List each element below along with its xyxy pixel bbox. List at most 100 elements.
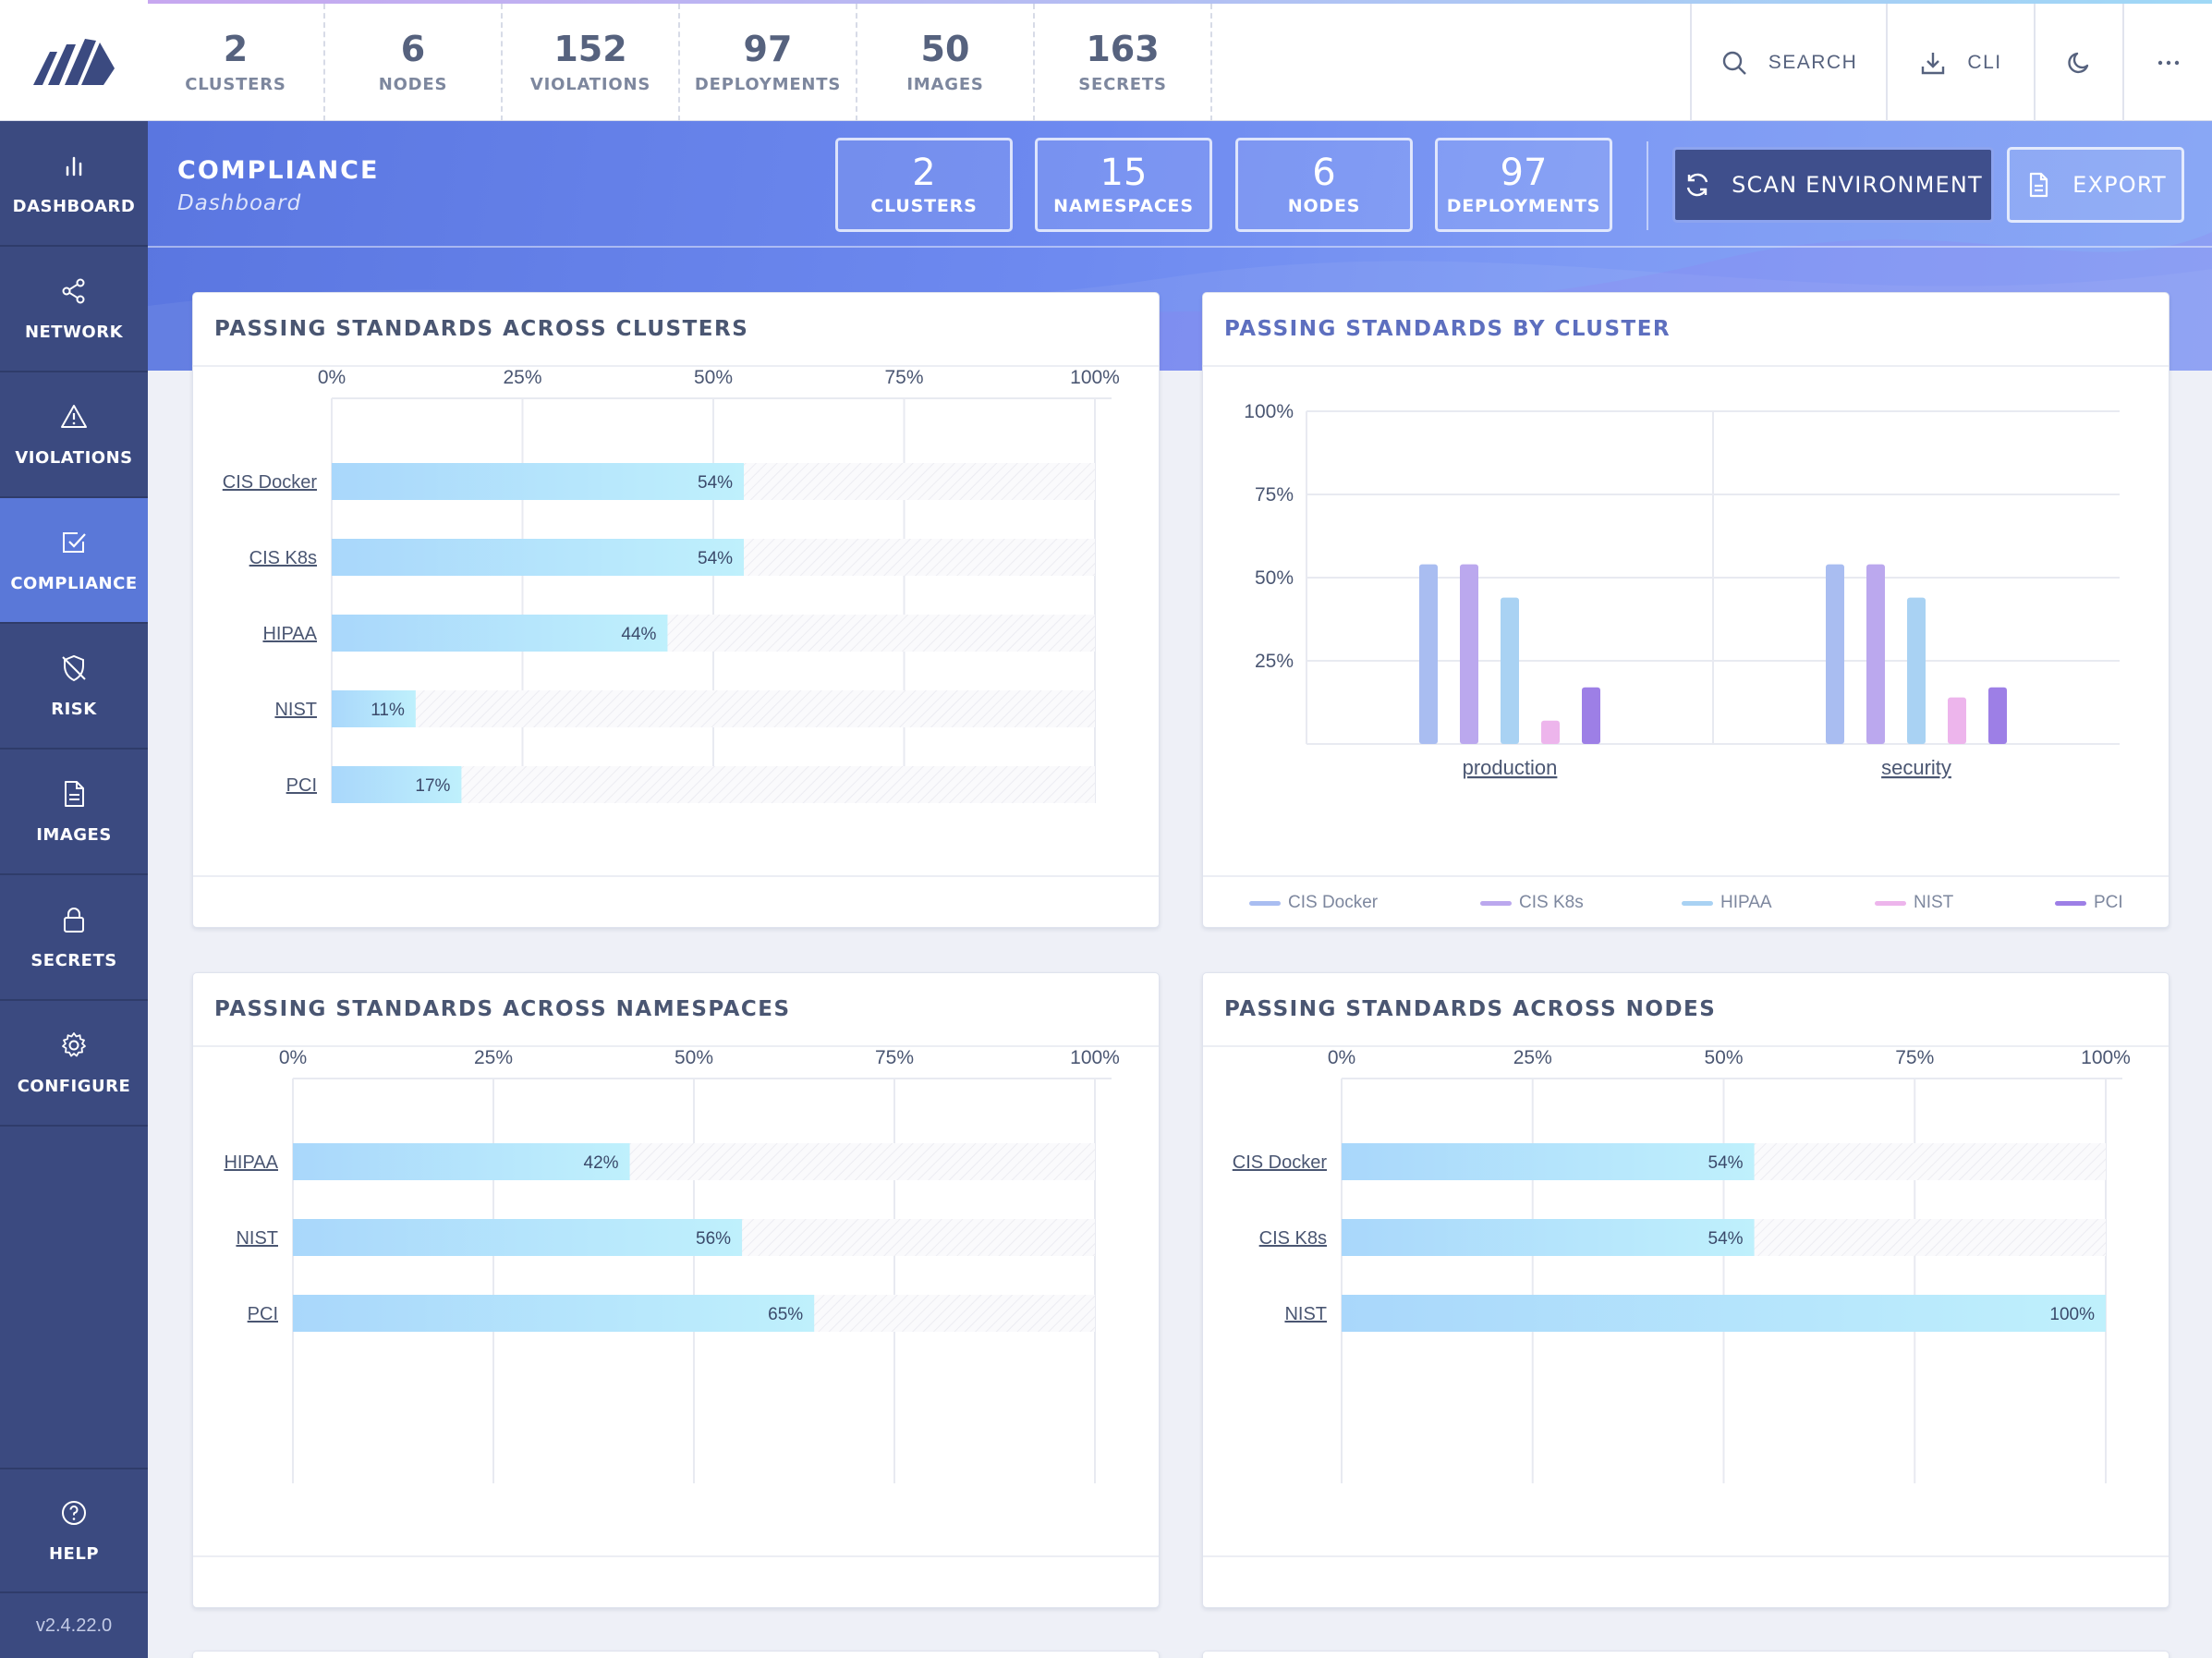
bar-track bbox=[332, 690, 1095, 727]
card-title: PASSING STANDARDS ACROSS CLUSTERS bbox=[193, 293, 1159, 367]
cli-label: CLI bbox=[1967, 51, 2002, 73]
more-options-button[interactable] bbox=[2122, 4, 2212, 121]
header-tile-namespaces[interactable]: 15 NAMESPACES bbox=[1035, 138, 1212, 232]
card-footer bbox=[193, 1555, 1159, 1607]
legend-item-pci[interactable]: PCI bbox=[2055, 877, 2123, 929]
summary-count: 2 bbox=[223, 29, 249, 70]
bar bbox=[1460, 564, 1478, 744]
nodes-bar-chart: 0% 25% 50% 75% 100% 54% CIS Docker 54% CIS K8s 10… bbox=[1233, 1047, 2131, 1483]
summary-label: SECRETS bbox=[1078, 74, 1167, 94]
header-divider bbox=[148, 246, 2212, 248]
search-button[interactable]: SEARCH bbox=[1690, 4, 1886, 121]
summary-label: CLUSTERS bbox=[185, 74, 286, 94]
legend-label: PCI bbox=[2094, 893, 2123, 912]
summary-count: 152 bbox=[553, 29, 627, 70]
sidebar-item-images[interactable]: IMAGES bbox=[0, 750, 148, 875]
x-tick-label: 100% bbox=[1070, 367, 1120, 388]
bar bbox=[1826, 564, 1844, 744]
category-label: PCI bbox=[248, 1304, 278, 1324]
sidebar-item-risk[interactable]: RISK bbox=[0, 624, 148, 750]
chart-legend: CIS Docker CIS K8s HIPAA NIST PCI bbox=[1203, 875, 2169, 927]
chart-card-by-cluster: PASSING STANDARDS BY CLUSTER 100% 75% 50% 2… bbox=[1202, 292, 2169, 928]
bar-value-label: 54% bbox=[1708, 1153, 1744, 1173]
help-label: HELP bbox=[48, 1543, 100, 1564]
summary-nodes[interactable]: 6 NODES bbox=[325, 4, 503, 121]
summary-secrets[interactable]: 163 SECRETS bbox=[1035, 4, 1212, 121]
bar bbox=[1419, 564, 1438, 744]
theme-toggle-button[interactable] bbox=[2034, 4, 2122, 121]
gear-icon bbox=[62, 1031, 86, 1056]
legend-label: HIPAA bbox=[1720, 893, 1772, 912]
x-tick-label: 75% bbox=[875, 1047, 914, 1068]
logo[interactable] bbox=[0, 0, 148, 121]
header-tile-nodes[interactable]: 6 NODES bbox=[1235, 138, 1413, 232]
sidebar-item-compliance[interactable]: COMPLIANCE bbox=[0, 498, 148, 624]
bar-value-label: 11% bbox=[371, 701, 405, 720]
bar bbox=[1501, 597, 1519, 744]
bar bbox=[332, 690, 416, 727]
legend-swatch bbox=[1682, 900, 1713, 906]
top-accent-bar bbox=[148, 0, 2212, 4]
x-tick-label: 25% bbox=[503, 367, 541, 388]
summary-deployments[interactable]: 97 DEPLOYMENTS bbox=[680, 4, 857, 121]
export-label: EXPORT bbox=[2072, 172, 2167, 198]
bar bbox=[1342, 1295, 2106, 1332]
y-tick-label: 75% bbox=[1255, 484, 1294, 506]
legend-item-cis-docker[interactable]: CIS Docker bbox=[1249, 877, 1378, 929]
summary-violations[interactable]: 152 VIOLATIONS bbox=[503, 4, 680, 121]
tile-label: DEPLOYMENTS bbox=[1446, 196, 1601, 216]
header-tile-clusters[interactable]: 2 CLUSTERS bbox=[835, 138, 1013, 232]
bar bbox=[332, 463, 745, 500]
x-tick-label: 50% bbox=[694, 367, 733, 388]
sidebar-item-configure[interactable]: CONFIGURE bbox=[0, 1001, 148, 1127]
shield-off-icon bbox=[62, 654, 86, 681]
card-footer bbox=[1203, 1555, 2169, 1607]
top-navigation: 2 CLUSTERS 6 NODES 152 VIOLATIONS 97 DEP… bbox=[148, 0, 2212, 121]
category-label: PCI bbox=[286, 775, 317, 796]
header-tile-deployments[interactable]: 97 DEPLOYMENTS bbox=[1435, 138, 1612, 232]
category-label: HIPAA bbox=[224, 1152, 278, 1173]
summary-clusters[interactable]: 2 CLUSTERS bbox=[148, 4, 325, 121]
share-nodes-icon bbox=[62, 278, 85, 303]
sidebar-item-violations[interactable]: VIOLATIONS bbox=[0, 372, 148, 498]
card-title: PASSING STANDARDS ACROSS NAMESPACES bbox=[193, 973, 1159, 1047]
card-title: PASSING STANDARDS BY CLUSTER bbox=[1203, 293, 2169, 367]
warning-triangle-icon bbox=[61, 404, 87, 428]
category-label: production bbox=[1463, 756, 1558, 779]
x-tick-label: 0% bbox=[279, 1047, 307, 1068]
category-label: CIS Docker bbox=[223, 472, 318, 493]
sidebar-item-label: NETWORK bbox=[24, 322, 124, 342]
by-cluster-bar-chart: 100% 75% 50% 25% production security bbox=[1244, 401, 2120, 779]
legend-item-hipaa[interactable]: HIPAA bbox=[1682, 877, 1772, 929]
legend-swatch bbox=[1249, 900, 1281, 906]
check-square-icon bbox=[63, 531, 86, 553]
legend-item-cis-k8s[interactable]: CIS K8s bbox=[1480, 877, 1584, 929]
sidebar-item-dashboard[interactable]: DASHBOARD bbox=[0, 121, 148, 247]
summary-label: DEPLOYMENTS bbox=[694, 74, 842, 94]
sidebar: DASHBOARD NETWORK VIOLATIONS COMPLIANCE … bbox=[0, 0, 148, 1658]
cli-download-button[interactable]: CLI bbox=[1886, 4, 2034, 121]
category-label: security bbox=[1881, 756, 1951, 779]
x-tick-label: 50% bbox=[675, 1047, 713, 1068]
sidebar-item-network[interactable]: NETWORK bbox=[0, 247, 148, 372]
tile-count: 2 bbox=[912, 152, 936, 194]
summary-label: NODES bbox=[378, 74, 448, 94]
summary-label: IMAGES bbox=[906, 74, 984, 94]
chart-card-partial bbox=[192, 1651, 1160, 1658]
stackrox-logo-icon bbox=[33, 39, 115, 85]
sidebar-item-label: RISK bbox=[51, 699, 97, 719]
sidebar-item-help[interactable]: HELP bbox=[0, 1468, 148, 1593]
bar-value-label: 54% bbox=[1708, 1229, 1744, 1249]
bar bbox=[1342, 1143, 1755, 1180]
legend-item-nist[interactable]: NIST bbox=[1875, 877, 1953, 929]
sidebar-item-label: COMPLIANCE bbox=[10, 573, 138, 593]
bar bbox=[1907, 597, 1926, 744]
export-button[interactable]: EXPORT bbox=[2007, 147, 2184, 223]
y-tick-label: 100% bbox=[1244, 401, 1294, 422]
category-label: CIS K8s bbox=[1259, 1228, 1327, 1249]
document-icon bbox=[2030, 172, 2048, 198]
scan-environment-button[interactable]: SCAN ENVIRONMENT bbox=[1672, 147, 1994, 223]
summary-images[interactable]: 50 IMAGES bbox=[857, 4, 1035, 121]
version-label: v2.4.22.0 bbox=[35, 1615, 113, 1636]
sidebar-item-secrets[interactable]: SECRETS bbox=[0, 875, 148, 1001]
